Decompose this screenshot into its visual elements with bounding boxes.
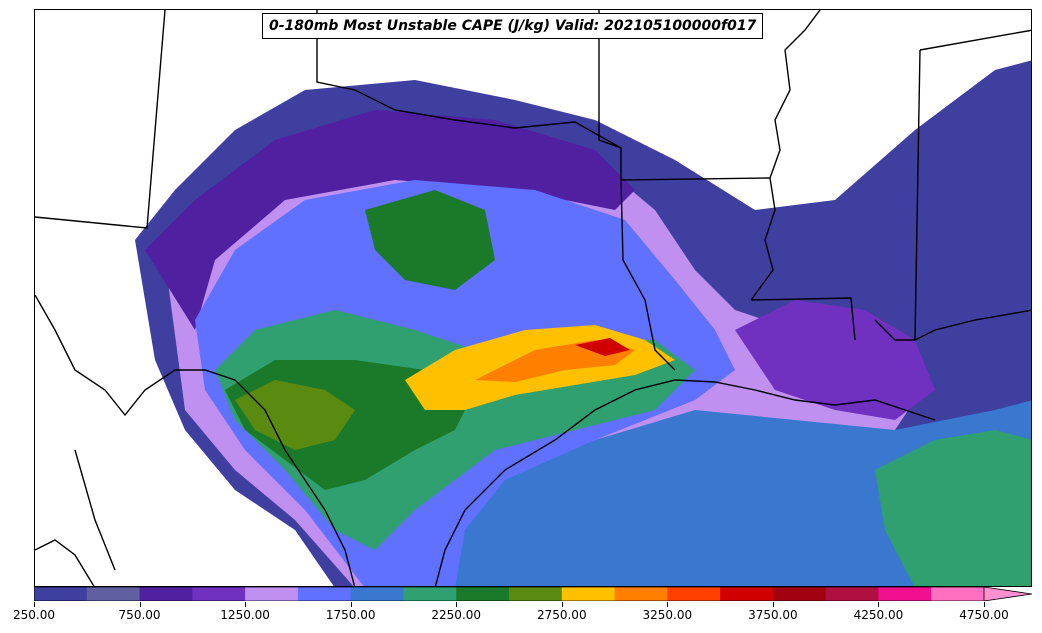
cape-region-purple xyxy=(145,110,635,330)
colorbar-segment xyxy=(34,587,88,601)
colorbar-segment xyxy=(86,587,141,601)
cape-region-north-green xyxy=(365,190,495,290)
cape-region-red xyxy=(575,338,630,356)
colorbar-tick-label: 2250.00 xyxy=(431,608,482,622)
state-border-ok-north xyxy=(316,10,622,149)
cape-region-olive xyxy=(235,380,355,450)
state-border-az-nm xyxy=(35,539,95,586)
colorbar-tick xyxy=(456,602,458,607)
coastline-la-ms xyxy=(874,309,1031,341)
colorbar-extend-arrow xyxy=(983,587,1032,601)
border-mexico-west xyxy=(74,449,116,571)
colorbar-tick xyxy=(984,602,985,607)
colorbar-segment xyxy=(772,587,827,601)
colorbar-tick xyxy=(667,602,669,607)
colorbar-segment xyxy=(403,587,457,601)
border-mexico xyxy=(35,294,356,586)
colorbar-tick-label: 3750.00 xyxy=(748,608,798,622)
colorbar-tick-label: 1750.00 xyxy=(325,608,376,622)
colorbar xyxy=(34,587,1032,601)
colorbar-segment xyxy=(614,587,668,601)
colorbar-ticks: 250.00 750.00 1250.00 1750.00 2250.00 2750.00… xyxy=(0,602,1042,632)
colorbar-tick-label: 250.00 xyxy=(13,608,55,622)
cape-region-ocean-blue xyxy=(455,400,1031,586)
colorbar-tick xyxy=(350,602,352,607)
colorbar-tick-label: 2750.00 xyxy=(536,608,587,622)
map-panel xyxy=(34,9,1032,587)
colorbar-tick-label: 1250.00 xyxy=(220,608,270,622)
colorbar-segment xyxy=(245,587,299,601)
river-mississippi xyxy=(750,10,821,301)
colorbar-tick-label: 3250.00 xyxy=(642,608,693,622)
coastline-texas xyxy=(434,379,936,586)
colorbar-segment xyxy=(667,587,721,601)
state-border-ms-al xyxy=(914,49,921,341)
colorbar-tick xyxy=(561,602,563,607)
state-border-ar-la xyxy=(620,179,676,371)
colorbar-segment xyxy=(350,587,405,601)
colorbar-segment xyxy=(139,587,193,601)
colorbar-tick xyxy=(139,602,141,607)
colorbar-tick-label: 4750.00 xyxy=(959,608,1009,622)
state-border-la-ms xyxy=(750,297,856,341)
colorbar-segment xyxy=(720,587,774,601)
colorbar-segment xyxy=(192,587,246,601)
state-border-al-ga xyxy=(919,29,1031,51)
cape-fill-layer xyxy=(135,60,1031,586)
boundary-lines xyxy=(35,10,1031,586)
colorbar-tick xyxy=(245,602,247,607)
cape-region-gulf-green xyxy=(875,430,1031,586)
cape-map xyxy=(35,10,1031,586)
colorbar-segment xyxy=(456,587,510,601)
state-border-nm-tx xyxy=(35,10,166,229)
colorbar-segment xyxy=(878,587,932,601)
colorbar-tick-label: 4250.00 xyxy=(853,608,904,622)
colorbar-tick xyxy=(34,602,35,607)
colorbar-segment xyxy=(931,587,985,601)
colorbar-segment xyxy=(825,587,880,601)
state-border-tx-ok-ar xyxy=(598,10,771,181)
colorbar-segment xyxy=(297,587,352,601)
colorbar-tick-label: 750.00 xyxy=(118,608,161,622)
map-title: 0-180mb Most Unstable CAPE (J/kg) Valid:… xyxy=(262,13,764,39)
colorbar-segment xyxy=(509,587,563,601)
colorbar-tick xyxy=(878,602,880,607)
colorbar-segment xyxy=(561,587,616,601)
colorbar-tick xyxy=(772,602,774,607)
